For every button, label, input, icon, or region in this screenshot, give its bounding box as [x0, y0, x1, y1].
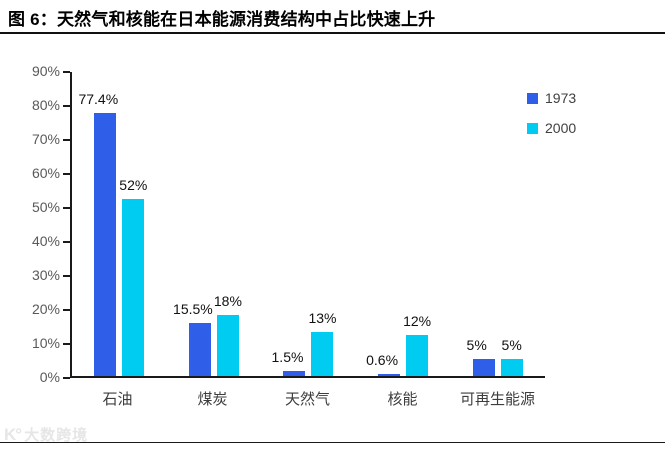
bar-value-label: 5%: [501, 337, 522, 353]
bar-group-煤炭: 15.5% 18%: [167, 72, 262, 376]
bottom-rule: [0, 442, 665, 443]
x-axis-category-label: 煤炭: [197, 391, 228, 408]
y-axis-tick: [63, 207, 70, 209]
y-axis-tick-label: 10%: [31, 335, 60, 351]
y-axis-tick-label: 30%: [31, 267, 60, 283]
y-axis-tick-label: 60%: [31, 165, 60, 181]
bar-value-label: 12%: [403, 313, 432, 330]
watermark-logo-icon: K°: [4, 424, 22, 444]
y-axis-tick: [63, 309, 70, 311]
title-bar: 图 6：天然气和核能在日本能源消费结构中占比快速上升: [0, 0, 665, 34]
y-axis-tick-label: 40%: [31, 233, 60, 249]
y-axis-tick: [63, 173, 70, 175]
bar-value-label: 13%: [308, 309, 337, 326]
bar-group-石油: 77.4% 52%: [72, 72, 167, 376]
bar-value-label: 52%: [119, 177, 148, 194]
bar-value-label: 5%: [466, 337, 487, 353]
legend-swatch-icon: [527, 92, 538, 104]
y-axis-tick: [63, 105, 70, 107]
y-axis-tick: [63, 71, 70, 73]
bar-value-label: 77.4%: [78, 90, 119, 107]
bar-2000-石油: 52%: [119, 177, 147, 376]
x-axis-category-label: 核能: [387, 391, 418, 408]
bar-2000-煤炭: 18%: [214, 293, 242, 376]
legend-label: 2000: [545, 120, 577, 136]
legend-item-2000: 2000: [527, 120, 576, 136]
y-axis-tick: [63, 343, 70, 345]
figure-title: 图 6：天然气和核能在日本能源消费结构中占比快速上升: [8, 10, 436, 29]
y-axis-tick-label: 80%: [31, 97, 60, 113]
bar-group-可再生能源: 5% 5%: [450, 72, 545, 376]
bar-2000-可再生能源: 5%: [500, 337, 523, 376]
y-axis-tick: [63, 377, 70, 379]
legend-label: 1973: [545, 90, 577, 106]
bar-groups: 77.4% 52% 15.5% 18% 1.5% 13% 0.6% 12% 5% 5%: [72, 72, 545, 376]
bar-1973-核能: 0.6%: [366, 352, 401, 376]
bar-1973-煤炭: 15.5%: [173, 301, 213, 376]
bar-2000-天然气: 13%: [308, 310, 337, 376]
y-axis-tick: [63, 139, 70, 141]
bar-value-label: 15.5%: [173, 301, 213, 318]
y-axis-tick-label: 0%: [39, 369, 60, 385]
watermark-text: 大数跨境: [24, 427, 89, 444]
x-axis-category-label: 石油: [102, 391, 133, 408]
x-axis-labels: 石油 煤炭 天然气 核能 可再生能源: [70, 388, 545, 409]
legend-swatch-icon: [527, 122, 538, 134]
y-axis-tick-label: 90%: [31, 63, 60, 79]
x-axis-category-label: 可再生能源: [459, 391, 535, 408]
legend-item-1973: 1973: [527, 90, 576, 106]
bar-group-核能: 0.6% 12%: [356, 72, 451, 376]
chart-legend: 1973 2000: [527, 90, 576, 136]
bar-value-label: 18%: [213, 292, 242, 309]
bar-1973-石油: 77.4%: [78, 91, 118, 376]
y-axis-tick-label: 20%: [31, 301, 60, 317]
y-axis-tick: [63, 241, 70, 243]
y-axis-tick-label: 70%: [31, 131, 60, 147]
y-axis-tick: [63, 275, 70, 277]
bar-2000-核能: 12%: [403, 313, 431, 376]
x-axis-category-label: 天然气: [284, 391, 330, 408]
bar-group-天然气: 1.5% 13%: [261, 72, 356, 376]
watermark: K° 大数跨境: [4, 424, 88, 445]
bar-value-label: 1.5%: [271, 348, 304, 365]
bar-value-label: 0.6%: [366, 351, 399, 368]
bar-1973-可再生能源: 5%: [467, 337, 495, 376]
y-axis-tick-label: 50%: [31, 199, 60, 215]
bar-1973-天然气: 1.5%: [272, 349, 306, 376]
plot-area: 77.4% 52% 15.5% 18% 1.5% 13% 0.6% 12% 5% 5%: [70, 72, 545, 378]
